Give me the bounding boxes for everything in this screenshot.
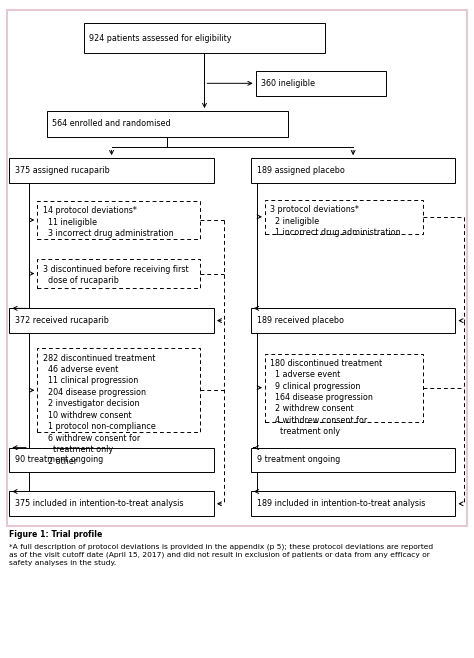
Text: *A full description of protocol deviations is provided in the appendix (p 5); th: *A full description of protocol deviatio… <box>9 543 434 566</box>
FancyBboxPatch shape <box>251 492 456 516</box>
Text: 3 discontinued before receiving first
  dose of rucaparib: 3 discontinued before receiving first do… <box>43 265 189 285</box>
Text: 924 patients assessed for eligibility: 924 patients assessed for eligibility <box>89 34 232 43</box>
FancyBboxPatch shape <box>251 309 456 333</box>
Text: 360 ineligible: 360 ineligible <box>261 79 315 88</box>
Text: 282 discontinued treatment
  46 adverse event
  11 clinical progression
  204 di: 282 discontinued treatment 46 adverse ev… <box>43 353 155 466</box>
Text: 375 included in intention-to-treat analysis: 375 included in intention-to-treat analy… <box>15 499 183 508</box>
FancyBboxPatch shape <box>84 23 325 53</box>
Text: 180 discontinued treatment
  1 adverse event
  9 clinical progression
  164 dise: 180 discontinued treatment 1 adverse eve… <box>271 359 383 436</box>
Text: 189 assigned placebo: 189 assigned placebo <box>256 166 345 175</box>
Text: 372 received rucaparib: 372 received rucaparib <box>15 316 109 325</box>
FancyBboxPatch shape <box>46 111 288 137</box>
FancyBboxPatch shape <box>251 158 456 183</box>
FancyBboxPatch shape <box>37 348 200 432</box>
FancyBboxPatch shape <box>251 447 456 472</box>
Text: 14 protocol deviations*
  11 ineligible
  3 incorrect drug administration: 14 protocol deviations* 11 ineligible 3 … <box>43 207 173 238</box>
Text: 564 enrolled and randomised: 564 enrolled and randomised <box>52 120 171 128</box>
Text: 189 received placebo: 189 received placebo <box>256 316 344 325</box>
Text: 189 included in intention-to-treat analysis: 189 included in intention-to-treat analy… <box>256 499 425 508</box>
Text: Figure 1: Trial profile: Figure 1: Trial profile <box>9 530 103 539</box>
FancyBboxPatch shape <box>9 447 214 472</box>
FancyBboxPatch shape <box>265 353 423 422</box>
Text: 90 treatment ongoing: 90 treatment ongoing <box>15 455 103 465</box>
FancyBboxPatch shape <box>9 309 214 333</box>
FancyBboxPatch shape <box>255 71 386 95</box>
FancyBboxPatch shape <box>37 259 200 288</box>
FancyBboxPatch shape <box>37 201 200 239</box>
FancyBboxPatch shape <box>265 200 423 234</box>
Text: 9 treatment ongoing: 9 treatment ongoing <box>256 455 340 465</box>
Text: 3 protocol deviations*
  2 ineligible
  1 incorrect drug administration: 3 protocol deviations* 2 ineligible 1 in… <box>271 205 401 237</box>
Text: 375 assigned rucaparib: 375 assigned rucaparib <box>15 166 109 175</box>
FancyBboxPatch shape <box>9 158 214 183</box>
FancyBboxPatch shape <box>9 492 214 516</box>
